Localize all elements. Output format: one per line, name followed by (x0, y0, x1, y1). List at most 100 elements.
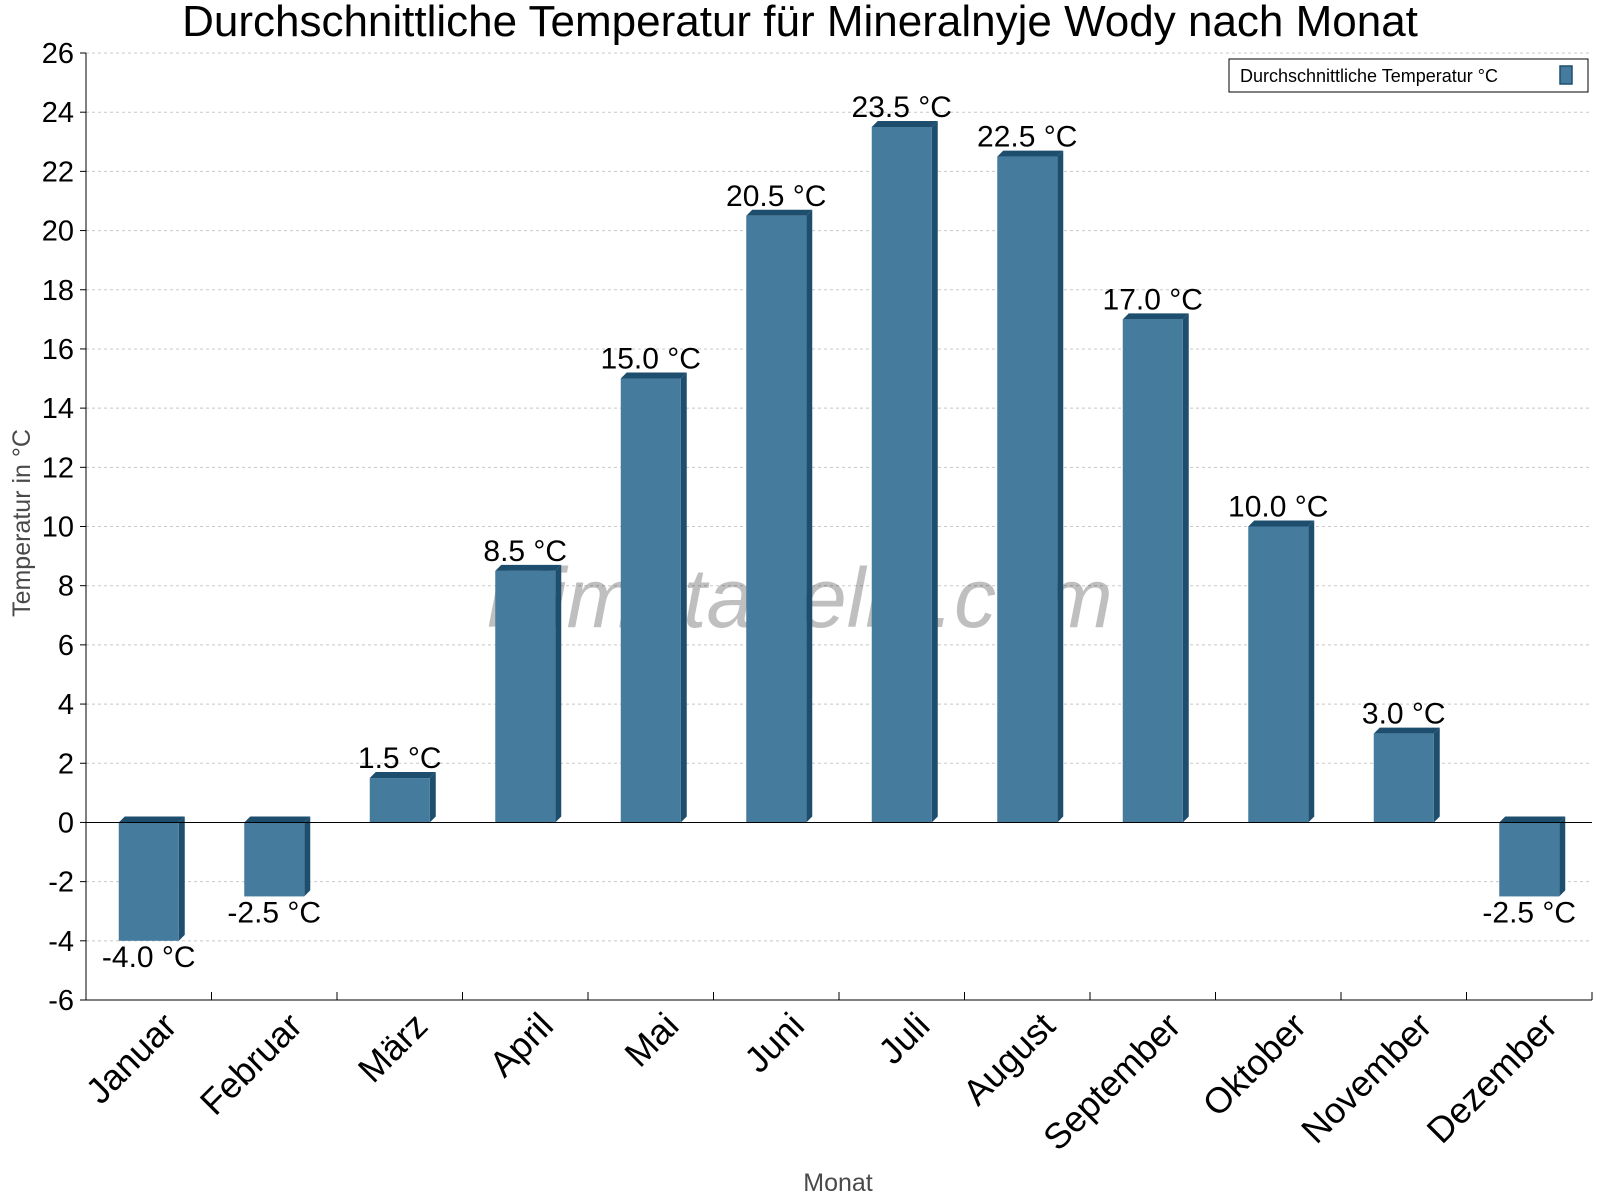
legend-label: Durchschnittliche Temperatur °C (1240, 66, 1498, 86)
bar (495, 570, 556, 823)
bar-group (746, 209, 813, 823)
y-tick-label: 20 (42, 216, 74, 248)
y-tick-label: 14 (42, 393, 74, 425)
bar-top (1248, 520, 1315, 527)
bar (997, 156, 1058, 823)
y-axis-label: Temperatur in °C (8, 429, 36, 617)
data-label: 10.0 °C (1228, 491, 1328, 524)
bar-group (620, 372, 687, 823)
legend: Durchschnittliche Temperatur °C (1228, 58, 1589, 93)
x-tick-label: August (955, 1005, 1063, 1113)
y-tick-label: 22 (42, 156, 74, 188)
y-tick-label: -6 (48, 985, 74, 1017)
y-tick-label: 16 (42, 334, 74, 366)
bar-top (495, 564, 562, 571)
data-label: -4.0 °C (102, 941, 196, 974)
bar (871, 126, 932, 823)
bar (244, 822, 305, 897)
bar (1122, 319, 1183, 823)
bar-group (997, 150, 1064, 823)
bar-top (244, 816, 311, 823)
bar-side (429, 772, 436, 823)
bar-side (304, 816, 311, 897)
bar-top (369, 772, 436, 779)
bar-group (244, 816, 311, 897)
bar-group (1373, 727, 1440, 823)
data-label: 23.5 °C (852, 91, 952, 124)
x-tick-label: Januar (78, 1005, 185, 1112)
bar-side (1308, 520, 1315, 823)
y-tick-label: -4 (48, 926, 74, 958)
data-label: 17.0 °C (1103, 283, 1203, 316)
bar-side (555, 564, 562, 823)
bar (1499, 822, 1560, 897)
bar-group (495, 564, 562, 823)
bar (369, 778, 430, 823)
y-tick-label: 2 (58, 748, 74, 780)
bar-top (1499, 816, 1566, 823)
bar-group (871, 120, 938, 823)
bar (1248, 526, 1309, 823)
data-label: 15.0 °C (601, 343, 701, 376)
data-label: -2.5 °C (227, 896, 321, 929)
data-label: 20.5 °C (726, 180, 826, 213)
legend-swatch (1559, 65, 1573, 85)
bar-top (620, 372, 687, 379)
y-tick-label: 26 (42, 38, 74, 70)
y-tick-label: 10 (42, 512, 74, 544)
chart-title: Durchschnittliche Temperatur für Mineral… (182, 0, 1418, 46)
x-tick-label: Oktober (1194, 1005, 1314, 1125)
bar-side (680, 372, 687, 823)
grid-lines (86, 52, 1592, 1001)
bar (746, 215, 807, 823)
bar-side (1057, 150, 1064, 823)
bar-top (746, 209, 813, 216)
y-tick-label: 18 (42, 275, 74, 307)
bar-group (369, 772, 436, 823)
data-label: 1.5 °C (358, 742, 442, 775)
x-tick-label: November (1293, 1005, 1439, 1151)
y-tick-label: 24 (42, 97, 74, 129)
data-label: 8.5 °C (483, 535, 567, 568)
y-tick-label: 0 (58, 807, 74, 839)
y-tick-label: 4 (58, 689, 74, 721)
data-label: 3.0 °C (1362, 698, 1446, 731)
bar (118, 822, 179, 941)
bar-side (806, 209, 813, 823)
bar-top (118, 816, 185, 823)
bar-group (1499, 816, 1566, 897)
legend-box (1228, 58, 1589, 93)
x-tick-label: April (481, 1005, 561, 1085)
bar-side (1433, 727, 1440, 823)
bar-top (997, 150, 1064, 157)
bar (1373, 733, 1434, 823)
x-tick-label: September (1035, 1005, 1189, 1159)
data-labels: -4.0 °C -2.5 °C 1.5 °C 8.5 °C 15.0 °C 20.5 °C… (102, 91, 1576, 974)
bar-top (871, 120, 938, 127)
bar-top (1122, 313, 1189, 320)
y-tick-label: 8 (58, 571, 74, 603)
bar-side (1559, 816, 1566, 897)
y-tick-label: -2 (48, 867, 74, 899)
x-tick-label: März (350, 1005, 436, 1091)
bar-group (1122, 313, 1189, 823)
bar-side (931, 120, 938, 823)
data-label: -2.5 °C (1482, 896, 1576, 929)
x-tick-label: Juli (870, 1005, 937, 1072)
x-tick-label: Dezember (1418, 1005, 1564, 1151)
x-tick-label: Juni (736, 1005, 812, 1081)
x-axis-label: Monat (803, 1169, 873, 1197)
bar-top (1373, 727, 1440, 734)
y-tick-label: 12 (42, 452, 74, 484)
bar (620, 378, 681, 823)
bar-side (1182, 313, 1189, 823)
bar-group (1248, 520, 1315, 823)
y-tick-label: 6 (58, 630, 74, 662)
data-label: 22.5 °C (977, 121, 1077, 154)
x-tick-label: Mai (616, 1005, 686, 1075)
x-tick-label: Februar (192, 1005, 310, 1123)
bars (118, 120, 1566, 941)
bar-group (118, 816, 185, 941)
bar-side (178, 816, 185, 941)
